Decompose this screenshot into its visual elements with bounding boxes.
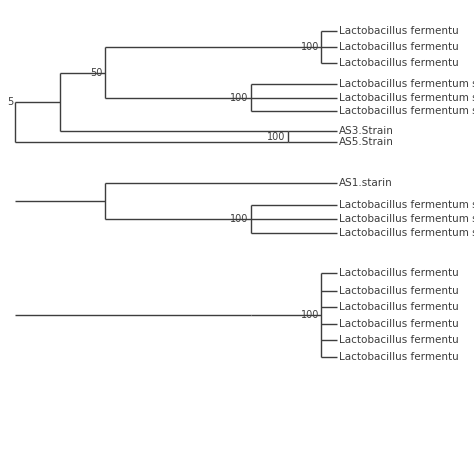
Text: Lactobacillus fermentum strain CAU76: Lactobacillus fermentum strain CAU76 [339,228,474,237]
Text: 100: 100 [230,214,248,224]
Text: 100: 100 [301,310,319,320]
Text: Lactobacillus fermentu: Lactobacillus fermentu [339,336,459,346]
Text: Lactobacillus fermentum s: Lactobacillus fermentum s [339,80,474,90]
Text: Lactobacillus fermentu: Lactobacillus fermentu [339,26,459,36]
Text: Lactobacillus fermentum s: Lactobacillus fermentum s [339,93,474,103]
Text: Lactobacillus fermentum s: Lactobacillus fermentum s [339,106,474,116]
Text: AS3.Strain: AS3.Strain [339,126,394,136]
Text: 100: 100 [267,132,286,142]
Text: Lactobacillus fermentu: Lactobacillus fermentu [339,302,459,312]
Text: Lactobacillus fermentu: Lactobacillus fermentu [339,353,459,363]
Text: AS5.Strain: AS5.Strain [339,137,394,147]
Text: AS1.starin: AS1.starin [339,178,393,188]
Text: Lactobacillus fermentum strain CAU76: Lactobacillus fermentum strain CAU76 [339,214,474,224]
Text: Lactobacillus fermentu: Lactobacillus fermentu [339,58,459,68]
Text: 5: 5 [7,97,14,107]
Text: 50: 50 [91,68,103,78]
Text: Lactobacillus fermentu: Lactobacillus fermentu [339,319,459,329]
Text: Lactobacillus fermentu: Lactobacillus fermentu [339,42,459,53]
Text: 100: 100 [230,93,248,103]
Text: Lactobacillus fermentu: Lactobacillus fermentu [339,285,459,295]
Text: 100: 100 [301,42,319,52]
Text: Lactobacillus fermentum strain CAU76: Lactobacillus fermentum strain CAU76 [339,200,474,210]
Text: Lactobacillus fermentu: Lactobacillus fermentu [339,268,459,278]
